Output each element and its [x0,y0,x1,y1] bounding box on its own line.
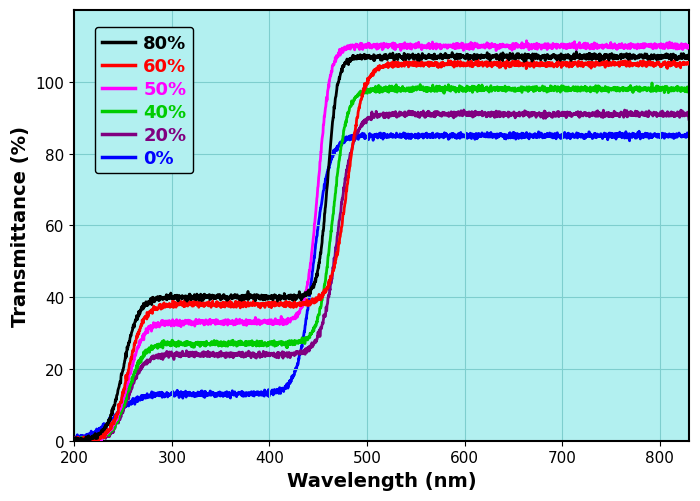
X-axis label: Wavelength (nm): Wavelength (nm) [287,471,477,490]
Legend: 80%, 60%, 50%, 40%, 20%, 0%: 80%, 60%, 50%, 40%, 20%, 0% [95,28,193,174]
Y-axis label: Transmittance (%): Transmittance (%) [11,126,30,326]
